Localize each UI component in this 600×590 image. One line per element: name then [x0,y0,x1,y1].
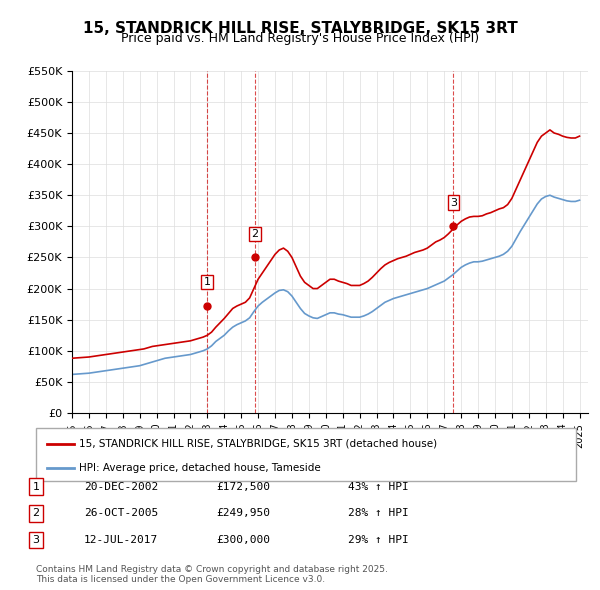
Text: Contains HM Land Registry data © Crown copyright and database right 2025.
This d: Contains HM Land Registry data © Crown c… [36,565,388,584]
Text: 15, STANDRICK HILL RISE, STALYBRIDGE, SK15 3RT: 15, STANDRICK HILL RISE, STALYBRIDGE, SK… [83,21,517,35]
Text: 15, STANDRICK HILL RISE, STALYBRIDGE, SK15 3RT (detached house): 15, STANDRICK HILL RISE, STALYBRIDGE, SK… [79,439,437,448]
Text: 3: 3 [450,198,457,208]
Text: 2: 2 [251,229,259,239]
Text: 28% ↑ HPI: 28% ↑ HPI [348,509,409,518]
Text: 12-JUL-2017: 12-JUL-2017 [84,535,158,545]
Text: 3: 3 [32,535,40,545]
Text: 1: 1 [203,277,211,287]
Text: 1: 1 [32,482,40,491]
Text: £300,000: £300,000 [216,535,270,545]
Text: 26-OCT-2005: 26-OCT-2005 [84,509,158,518]
Text: £172,500: £172,500 [216,482,270,491]
Text: £249,950: £249,950 [216,509,270,518]
Text: 43% ↑ HPI: 43% ↑ HPI [348,482,409,491]
Text: HPI: Average price, detached house, Tameside: HPI: Average price, detached house, Tame… [79,463,321,473]
Text: Price paid vs. HM Land Registry's House Price Index (HPI): Price paid vs. HM Land Registry's House … [121,32,479,45]
Text: 29% ↑ HPI: 29% ↑ HPI [348,535,409,545]
Text: 20-DEC-2002: 20-DEC-2002 [84,482,158,491]
FancyBboxPatch shape [36,428,576,481]
Text: 2: 2 [32,509,40,518]
